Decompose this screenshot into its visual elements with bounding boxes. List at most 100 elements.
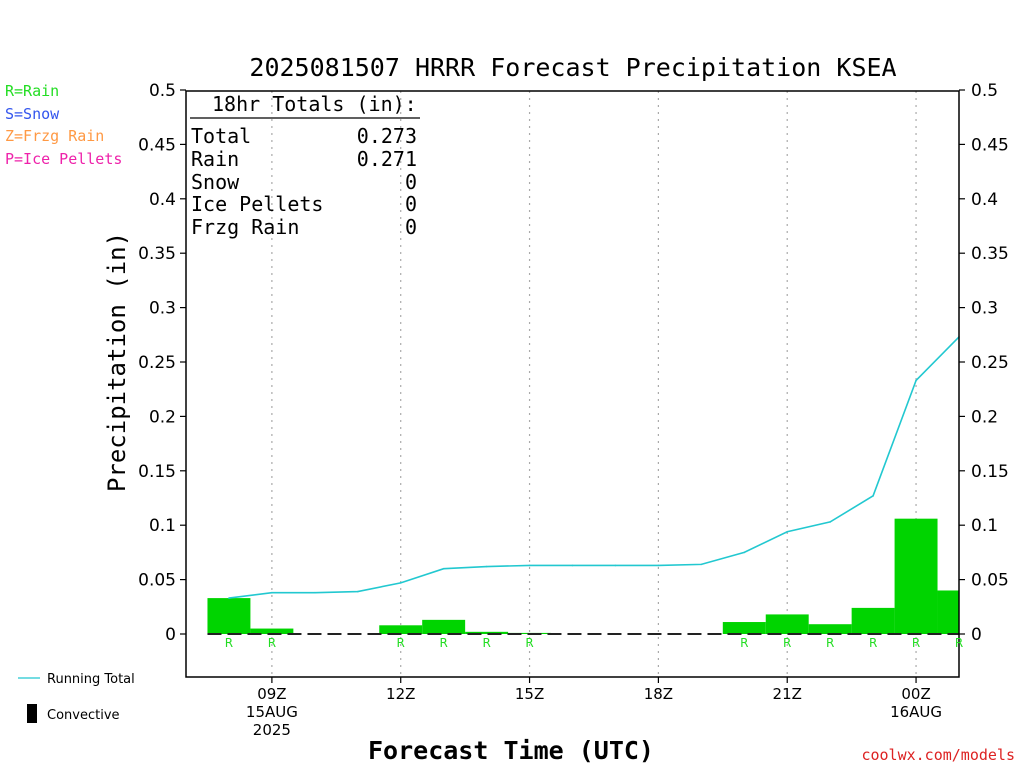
running-total-point (614, 564, 617, 567)
precip-type-marker: R (740, 636, 748, 650)
y-tick-label-left: 0.1 (149, 516, 176, 536)
precip-bar (422, 619, 466, 634)
precip-type-marker: R (482, 636, 490, 650)
legend-ice-pellets: P=Ice Pellets (5, 150, 122, 168)
y-tick-label-left: 0.45 (138, 135, 176, 155)
running-total-point (743, 551, 746, 554)
y-axis-ticks: 0 00.05 0.050.1 0.10.15 0.150.2 0.20.25 0.250.… (138, 81, 1009, 645)
bottom-legend: Running Total Convective (18, 672, 135, 723)
running-total-point (228, 597, 230, 599)
precip-type-marker: R (826, 636, 834, 650)
y-tick-label-right: 0.4 (971, 190, 998, 210)
y-tick-label-right: 0.15 (971, 462, 1009, 482)
precip-type-marker: R (525, 636, 533, 650)
y-tick-label-right: 0.05 (971, 571, 1009, 591)
precip-type-marker: R (955, 636, 963, 650)
y-tick-label-left: 0.4 (149, 190, 176, 210)
precip-bar (937, 590, 959, 634)
y-tick-label-left: 0.25 (138, 353, 176, 373)
totals-total-value: 0.273 (357, 124, 417, 148)
totals-frzg-rain-label: Frzg Rain (191, 215, 299, 239)
x-tick-label: 12Z (386, 685, 415, 703)
running-total-point (271, 591, 273, 594)
hourly-precip-bars (207, 518, 959, 635)
running-total-point (399, 582, 402, 584)
y-tick-label-right: 0.25 (971, 353, 1009, 373)
precip-type-marker: R (869, 636, 877, 650)
convective-legend-label: Convective (47, 708, 120, 723)
totals-ice-pellets-value: 0 (405, 192, 417, 216)
precip-bar (808, 624, 852, 634)
running-total-point (915, 379, 917, 382)
precip-bar (207, 598, 251, 634)
x-tick-label: 21Z (773, 685, 802, 703)
y-tick-label-left: 0 (165, 625, 176, 645)
totals-frzg-rain-value: 0 (405, 215, 417, 239)
y-tick-label-right: 0.2 (971, 407, 998, 427)
totals-rain-value: 0.271 (357, 147, 417, 171)
totals-total-label: Total (191, 124, 251, 148)
running-total-series (228, 336, 960, 599)
precip-type-marker: R (397, 636, 405, 650)
x-tick-label: 15AUG (246, 703, 298, 721)
legend-rain: R=Rain (5, 82, 59, 100)
plot-frame (185, 90, 960, 678)
y-tick-label-left: 0.05 (138, 571, 176, 591)
y-tick-label-right: 0.1 (971, 516, 998, 536)
precip-bar (250, 628, 294, 634)
legend-snow: S=Snow (5, 105, 60, 123)
y-tick-label-left: 0.2 (149, 407, 176, 427)
y-tick-label-right: 0 (971, 625, 982, 645)
chart-title: 2025081507 HRRR Forecast Precipitation K… (249, 53, 896, 82)
x-tick-label: 2025 (253, 721, 291, 739)
y-tick-label-right: 0.3 (971, 299, 998, 319)
convective-legend-swatch (27, 704, 37, 723)
totals-snow-label: Snow (191, 170, 240, 194)
running-total-point (829, 521, 831, 523)
precip-bar (379, 625, 423, 634)
totals-rain-label: Rain (191, 147, 239, 171)
y-tick-label-left: 0.15 (138, 462, 176, 482)
totals-snow-value: 0 (405, 170, 417, 194)
precip-type-marker: R (783, 636, 791, 650)
precip-bar (465, 631, 509, 634)
credit-text: coolwx.com/models (861, 746, 1015, 764)
precip-type-marker: R (912, 636, 920, 650)
legend-frzg-rain: Z=Frzg Rain (5, 127, 104, 145)
precip-type-marker: R (268, 636, 276, 650)
running-total-point (872, 495, 874, 497)
x-axis-label: Forecast Time (UTC) (368, 736, 654, 765)
x-tick-label: 18Z (644, 685, 673, 703)
totals-header: 18hr Totals (in): (212, 92, 417, 116)
running-total-point (528, 564, 531, 567)
running-total-line (228, 336, 960, 599)
y-tick-label-right: 0.45 (971, 135, 1009, 155)
plot-border (185, 90, 960, 678)
x-tick-label: 16AUG (890, 703, 942, 721)
x-tick-label: 00Z (901, 685, 930, 703)
totals-box: 18hr Totals (in): Total 0.273 Rain 0.271… (190, 92, 420, 239)
precip-bar (765, 614, 809, 634)
totals-ice-pellets-label: Ice Pellets (191, 192, 323, 216)
running-total-point (485, 565, 488, 568)
y-axis-label: Precipitation (in) (103, 232, 131, 492)
precip-type-marker: R (225, 636, 233, 650)
y-tick-label-left: 0.3 (149, 299, 176, 319)
running-total-point (442, 567, 445, 570)
precip-bar (894, 518, 938, 634)
y-tick-label-left: 0.35 (138, 244, 176, 264)
y-tick-label-left: 0.5 (149, 81, 176, 101)
x-tick-label: 15Z (515, 685, 544, 703)
running-total-point (571, 564, 574, 567)
running-total-point (786, 530, 789, 533)
precip-type-legend: R=Rain S=Snow Z=Frzg Rain P=Ice Pellets (5, 82, 122, 168)
precip-bar (851, 607, 895, 634)
running-total-point (356, 590, 359, 593)
precip-bar (722, 622, 766, 634)
running-total-legend-label: Running Total (47, 672, 135, 687)
running-total-point (657, 564, 660, 567)
running-total-point (700, 563, 703, 566)
